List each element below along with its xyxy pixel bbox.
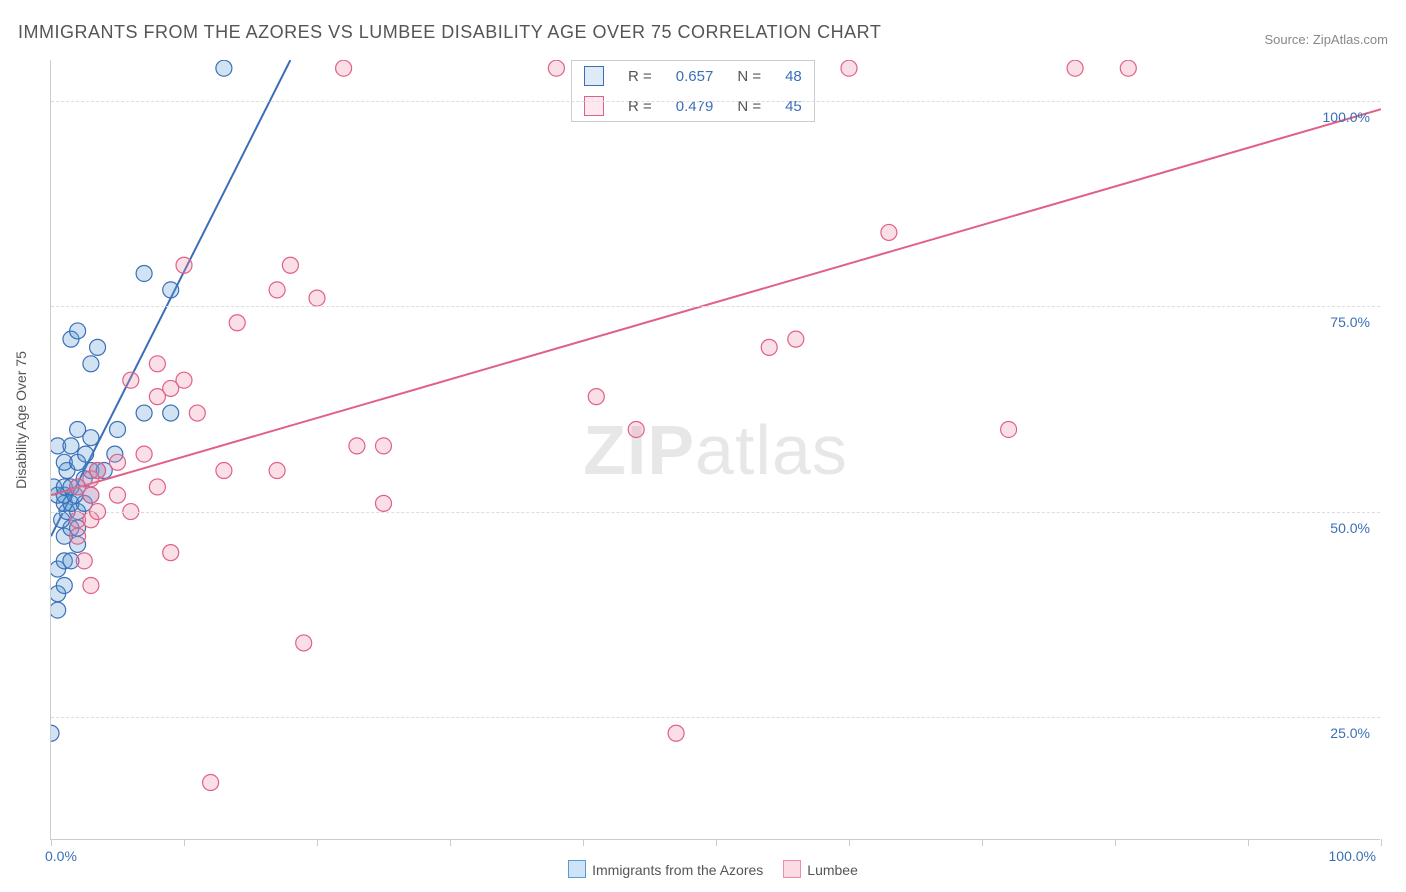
data-point [309, 290, 325, 306]
x-tick [716, 839, 717, 846]
data-point [90, 463, 106, 479]
data-point [296, 635, 312, 651]
data-point [588, 389, 604, 405]
data-point [51, 602, 66, 618]
chart-title: IMMIGRANTS FROM THE AZORES VS LUMBEE DIS… [18, 22, 881, 43]
y-axis-title: Disability Age Over 75 [13, 351, 29, 489]
data-point [176, 372, 192, 388]
data-point [1067, 60, 1083, 76]
plot-svg [51, 60, 1381, 840]
y-axis-title-container: Disability Age Over 75 [12, 300, 40, 540]
data-point [149, 356, 165, 372]
data-point [83, 356, 99, 372]
data-point [70, 323, 86, 339]
y-tick-label: 25.0% [1330, 725, 1370, 741]
x-tick [1115, 839, 1116, 846]
scatter-plot-area: ZIPatlas R =0.657N =48R =0.479N =45 25.0… [50, 60, 1380, 840]
gridline [51, 717, 1380, 718]
data-point [189, 405, 205, 421]
gridline [51, 101, 1380, 102]
data-point [376, 438, 392, 454]
data-point [51, 725, 59, 741]
x-tick [317, 839, 318, 846]
data-point [216, 60, 232, 76]
data-point [149, 479, 165, 495]
data-point [229, 315, 245, 331]
data-point [136, 265, 152, 281]
data-point [163, 405, 179, 421]
regression-line [51, 109, 1381, 495]
data-point [76, 553, 92, 569]
y-tick-label: 75.0% [1330, 314, 1370, 330]
data-point [70, 528, 86, 544]
data-point [668, 725, 684, 741]
x-tick [1248, 839, 1249, 846]
data-point [336, 60, 352, 76]
data-point [788, 331, 804, 347]
data-point [63, 438, 79, 454]
data-point [269, 282, 285, 298]
data-point [841, 60, 857, 76]
x-tick [1381, 839, 1382, 846]
data-point [83, 577, 99, 593]
legend-swatch [783, 860, 801, 878]
gridline [51, 512, 1380, 513]
data-point [376, 495, 392, 511]
source-attribution: Source: ZipAtlas.com [1264, 32, 1388, 47]
data-point [163, 282, 179, 298]
data-point [90, 339, 106, 355]
data-point [203, 775, 219, 791]
data-point [548, 60, 564, 76]
legend-label: Lumbee [807, 862, 858, 878]
data-point [136, 405, 152, 421]
data-point [282, 257, 298, 273]
legend-swatch [568, 860, 586, 878]
data-point [216, 463, 232, 479]
data-point [56, 577, 72, 593]
data-point [1001, 421, 1017, 437]
gridline [51, 306, 1380, 307]
x-tick [450, 839, 451, 846]
data-point [628, 421, 644, 437]
data-point [70, 421, 86, 437]
data-point [176, 257, 192, 273]
data-point [136, 446, 152, 462]
legend-label: Immigrants from the Azores [592, 862, 763, 878]
y-tick-label: 100.0% [1323, 109, 1370, 125]
source-name: ZipAtlas.com [1313, 32, 1388, 47]
legend-bottom: Immigrants from the Azores Lumbee [0, 860, 1406, 878]
x-tick [982, 839, 983, 846]
x-tick [849, 839, 850, 846]
data-point [110, 421, 126, 437]
x-tick [51, 839, 52, 846]
data-point [110, 487, 126, 503]
x-tick [184, 839, 185, 846]
data-point [163, 545, 179, 561]
y-tick-label: 50.0% [1330, 520, 1370, 536]
data-point [78, 446, 94, 462]
data-point [761, 339, 777, 355]
data-point [110, 454, 126, 470]
data-point [123, 372, 139, 388]
source-prefix: Source: [1264, 32, 1312, 47]
data-point [269, 463, 285, 479]
data-point [349, 438, 365, 454]
data-point [881, 224, 897, 240]
data-point [1120, 60, 1136, 76]
x-tick [583, 839, 584, 846]
